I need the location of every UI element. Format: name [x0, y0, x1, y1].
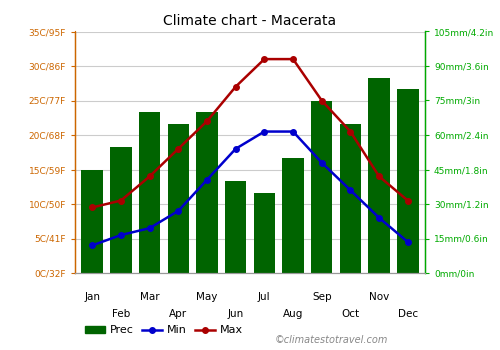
Bar	[368, 77, 390, 273]
Text: Jun: Jun	[228, 309, 244, 319]
Text: Sep: Sep	[312, 292, 332, 302]
Text: Jan: Jan	[84, 292, 100, 302]
Text: Apr: Apr	[169, 309, 188, 319]
Bar	[196, 112, 218, 273]
Text: ©climatestotravel.com: ©climatestotravel.com	[275, 335, 388, 345]
Bar	[254, 193, 275, 273]
Text: Oct: Oct	[342, 309, 359, 319]
Text: Feb: Feb	[112, 309, 130, 319]
Text: Dec: Dec	[398, 309, 418, 319]
Text: Aug: Aug	[283, 309, 303, 319]
Bar	[139, 112, 160, 273]
Text: Jul: Jul	[258, 292, 270, 302]
Legend: Prec, Min, Max: Prec, Min, Max	[80, 321, 247, 340]
Title: Climate chart - Macerata: Climate chart - Macerata	[164, 14, 336, 28]
Bar	[282, 158, 304, 273]
Bar	[311, 100, 332, 273]
Text: Mar: Mar	[140, 292, 160, 302]
Bar	[340, 124, 361, 273]
Bar	[82, 169, 103, 273]
Bar	[168, 124, 189, 273]
Bar	[225, 181, 246, 273]
Bar	[397, 89, 418, 273]
Text: May: May	[196, 292, 218, 302]
Text: Nov: Nov	[369, 292, 389, 302]
Bar	[110, 147, 132, 273]
